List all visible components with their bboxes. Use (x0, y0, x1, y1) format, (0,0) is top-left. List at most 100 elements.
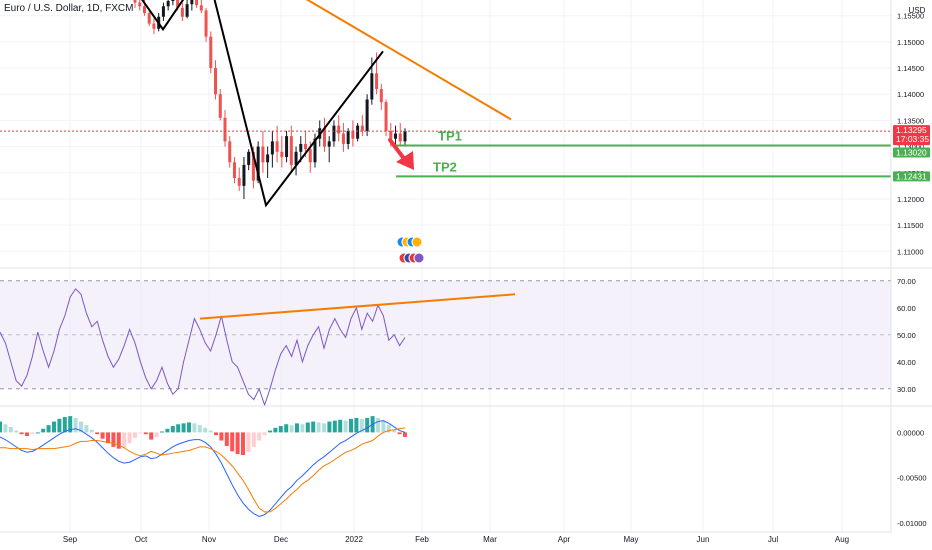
candle-body (285, 136, 289, 158)
macd-histogram-bar (35, 432, 40, 434)
macd-histogram-bar (403, 432, 407, 437)
price-axis-tick-label: 1.15500 (897, 12, 924, 21)
macd-histogram-bar (122, 432, 127, 448)
time-axis-tick-label: Nov (202, 535, 216, 544)
rsi-axis-tick-label: 60.00 (897, 304, 916, 313)
price-axis-tick-label: 1.14500 (897, 64, 924, 73)
macd-histogram (0, 416, 407, 455)
candle-body (166, 1, 170, 7)
candle-body (308, 149, 312, 163)
macd-histogram-bar (127, 432, 132, 444)
macd-histogram-bar (3, 424, 8, 433)
currency-label: USD (909, 6, 926, 15)
macd-histogram-bar (376, 417, 380, 433)
macd-histogram-bar (295, 423, 299, 433)
candle-body (232, 162, 236, 178)
rsi-divergence-trendline[interactable] (199, 293, 516, 320)
candle-body (332, 125, 336, 142)
time-axis-tick-label: 2022 (345, 535, 363, 544)
macd-histogram-bar (192, 423, 197, 433)
candle-body (356, 125, 360, 139)
candle-body (341, 133, 345, 144)
candle-body (384, 102, 388, 131)
svg-text:17:03:35: 17:03:35 (896, 134, 929, 144)
macd-histogram-bar (25, 432, 29, 437)
macd-histogram-bar (316, 422, 321, 433)
macd-histogram-bar (176, 424, 181, 433)
zigzag-pattern-line[interactable] (135, 0, 384, 208)
candle-body (228, 141, 232, 163)
macd-histogram-bar (133, 432, 137, 438)
price-axis[interactable]: USD 1.155001.150001.145001.140001.135001… (890, 0, 930, 532)
descending-trendline[interactable] (290, 0, 512, 121)
rsi-pane[interactable] (0, 280, 891, 407)
candle-body (204, 10, 208, 37)
macd-histogram-bar (57, 418, 62, 433)
price-axis-tick-label: 1.13000 (897, 143, 924, 152)
candle-body (261, 146, 265, 163)
macd-histogram-bar (19, 432, 24, 435)
macd-histogram-bar (311, 421, 316, 433)
tp2-price-badge: 1.12431 (893, 171, 930, 182)
candle-body (304, 143, 308, 150)
macd-histogram-bar (116, 432, 121, 449)
macd-histogram-bar (230, 432, 235, 452)
vertical-gridlines (69, 0, 843, 532)
macd-histogram-bar (251, 432, 256, 447)
macd-histogram-bar (30, 432, 35, 435)
macd-histogram-bar (338, 419, 343, 433)
svg-text:1.13295: 1.13295 (896, 125, 927, 135)
candle-body (223, 117, 227, 142)
macd-histogram-bar (397, 432, 402, 435)
macd-histogram-bar (160, 431, 164, 433)
candle-body (133, 0, 137, 3)
arrow-shaft (388, 138, 407, 162)
macd-histogram-bar (214, 432, 218, 436)
macd-histogram-bar (89, 429, 94, 433)
rsi-axis-tick-label: 70.00 (897, 277, 916, 286)
candle-body (394, 133, 398, 139)
candle-body (337, 125, 341, 134)
macd-histogram-bar (246, 432, 251, 453)
candle-body (256, 146, 260, 181)
macd-histogram-bar (79, 421, 83, 433)
us-flag-event-icon[interactable] (398, 252, 425, 264)
current-price-badge: 1.13295 17:03:35 (893, 125, 930, 146)
rsi-axis-ticks: 70.00 60.00 50.00 40.00 30.00 (897, 277, 916, 394)
candle-body (299, 143, 303, 152)
time-axis-tick-label: Jul (768, 535, 778, 544)
time-axis-tick-label: Jun (697, 535, 710, 544)
candle-body (161, 6, 165, 17)
time-axis-ticks: Sep Oct Nov Dec 2022 Feb Mar Apr May Jun Jul Aug (63, 535, 849, 544)
svg-text:1.13020: 1.13020 (896, 148, 927, 158)
economic-event-icon[interactable] (396, 236, 423, 248)
candle-body (142, 6, 146, 14)
candle-body (190, 0, 194, 5)
macd-histogram-bar (392, 429, 397, 433)
macd-histogram-bar (73, 417, 78, 433)
candle-body (138, 2, 142, 7)
macd-histogram-bar (106, 432, 110, 444)
macd-pane[interactable] (0, 416, 407, 517)
macd-histogram-bar (219, 432, 224, 441)
candle-body (214, 68, 218, 95)
arrow-head (396, 151, 414, 170)
event-markers[interactable] (396, 236, 425, 264)
time-axis-tick-label: Oct (135, 535, 148, 544)
candle-body (185, 4, 189, 17)
macd-histogram-bar (187, 422, 191, 433)
macd-signal-line (0, 427, 406, 513)
price-pane[interactable]: TP1 TP2 (0, 0, 891, 264)
macd-histogram-bar (359, 418, 364, 433)
macd-histogram-bar (100, 432, 105, 439)
macd-histogram-bar (332, 420, 337, 433)
rsi-axis-tick-label: 50.00 (897, 331, 916, 340)
macd-histogram-bar (273, 427, 278, 433)
tp1-price-badge: 1.13020 (893, 147, 930, 158)
candle-body (237, 178, 241, 186)
time-axis[interactable]: Sep Oct Nov Dec 2022 Feb Mar Apr May Jun Jul Aug (0, 531, 891, 544)
bearish-arrow-icon[interactable] (388, 138, 414, 170)
macd-histogram-bar (154, 432, 159, 437)
tp1-label: TP1 (438, 129, 462, 144)
